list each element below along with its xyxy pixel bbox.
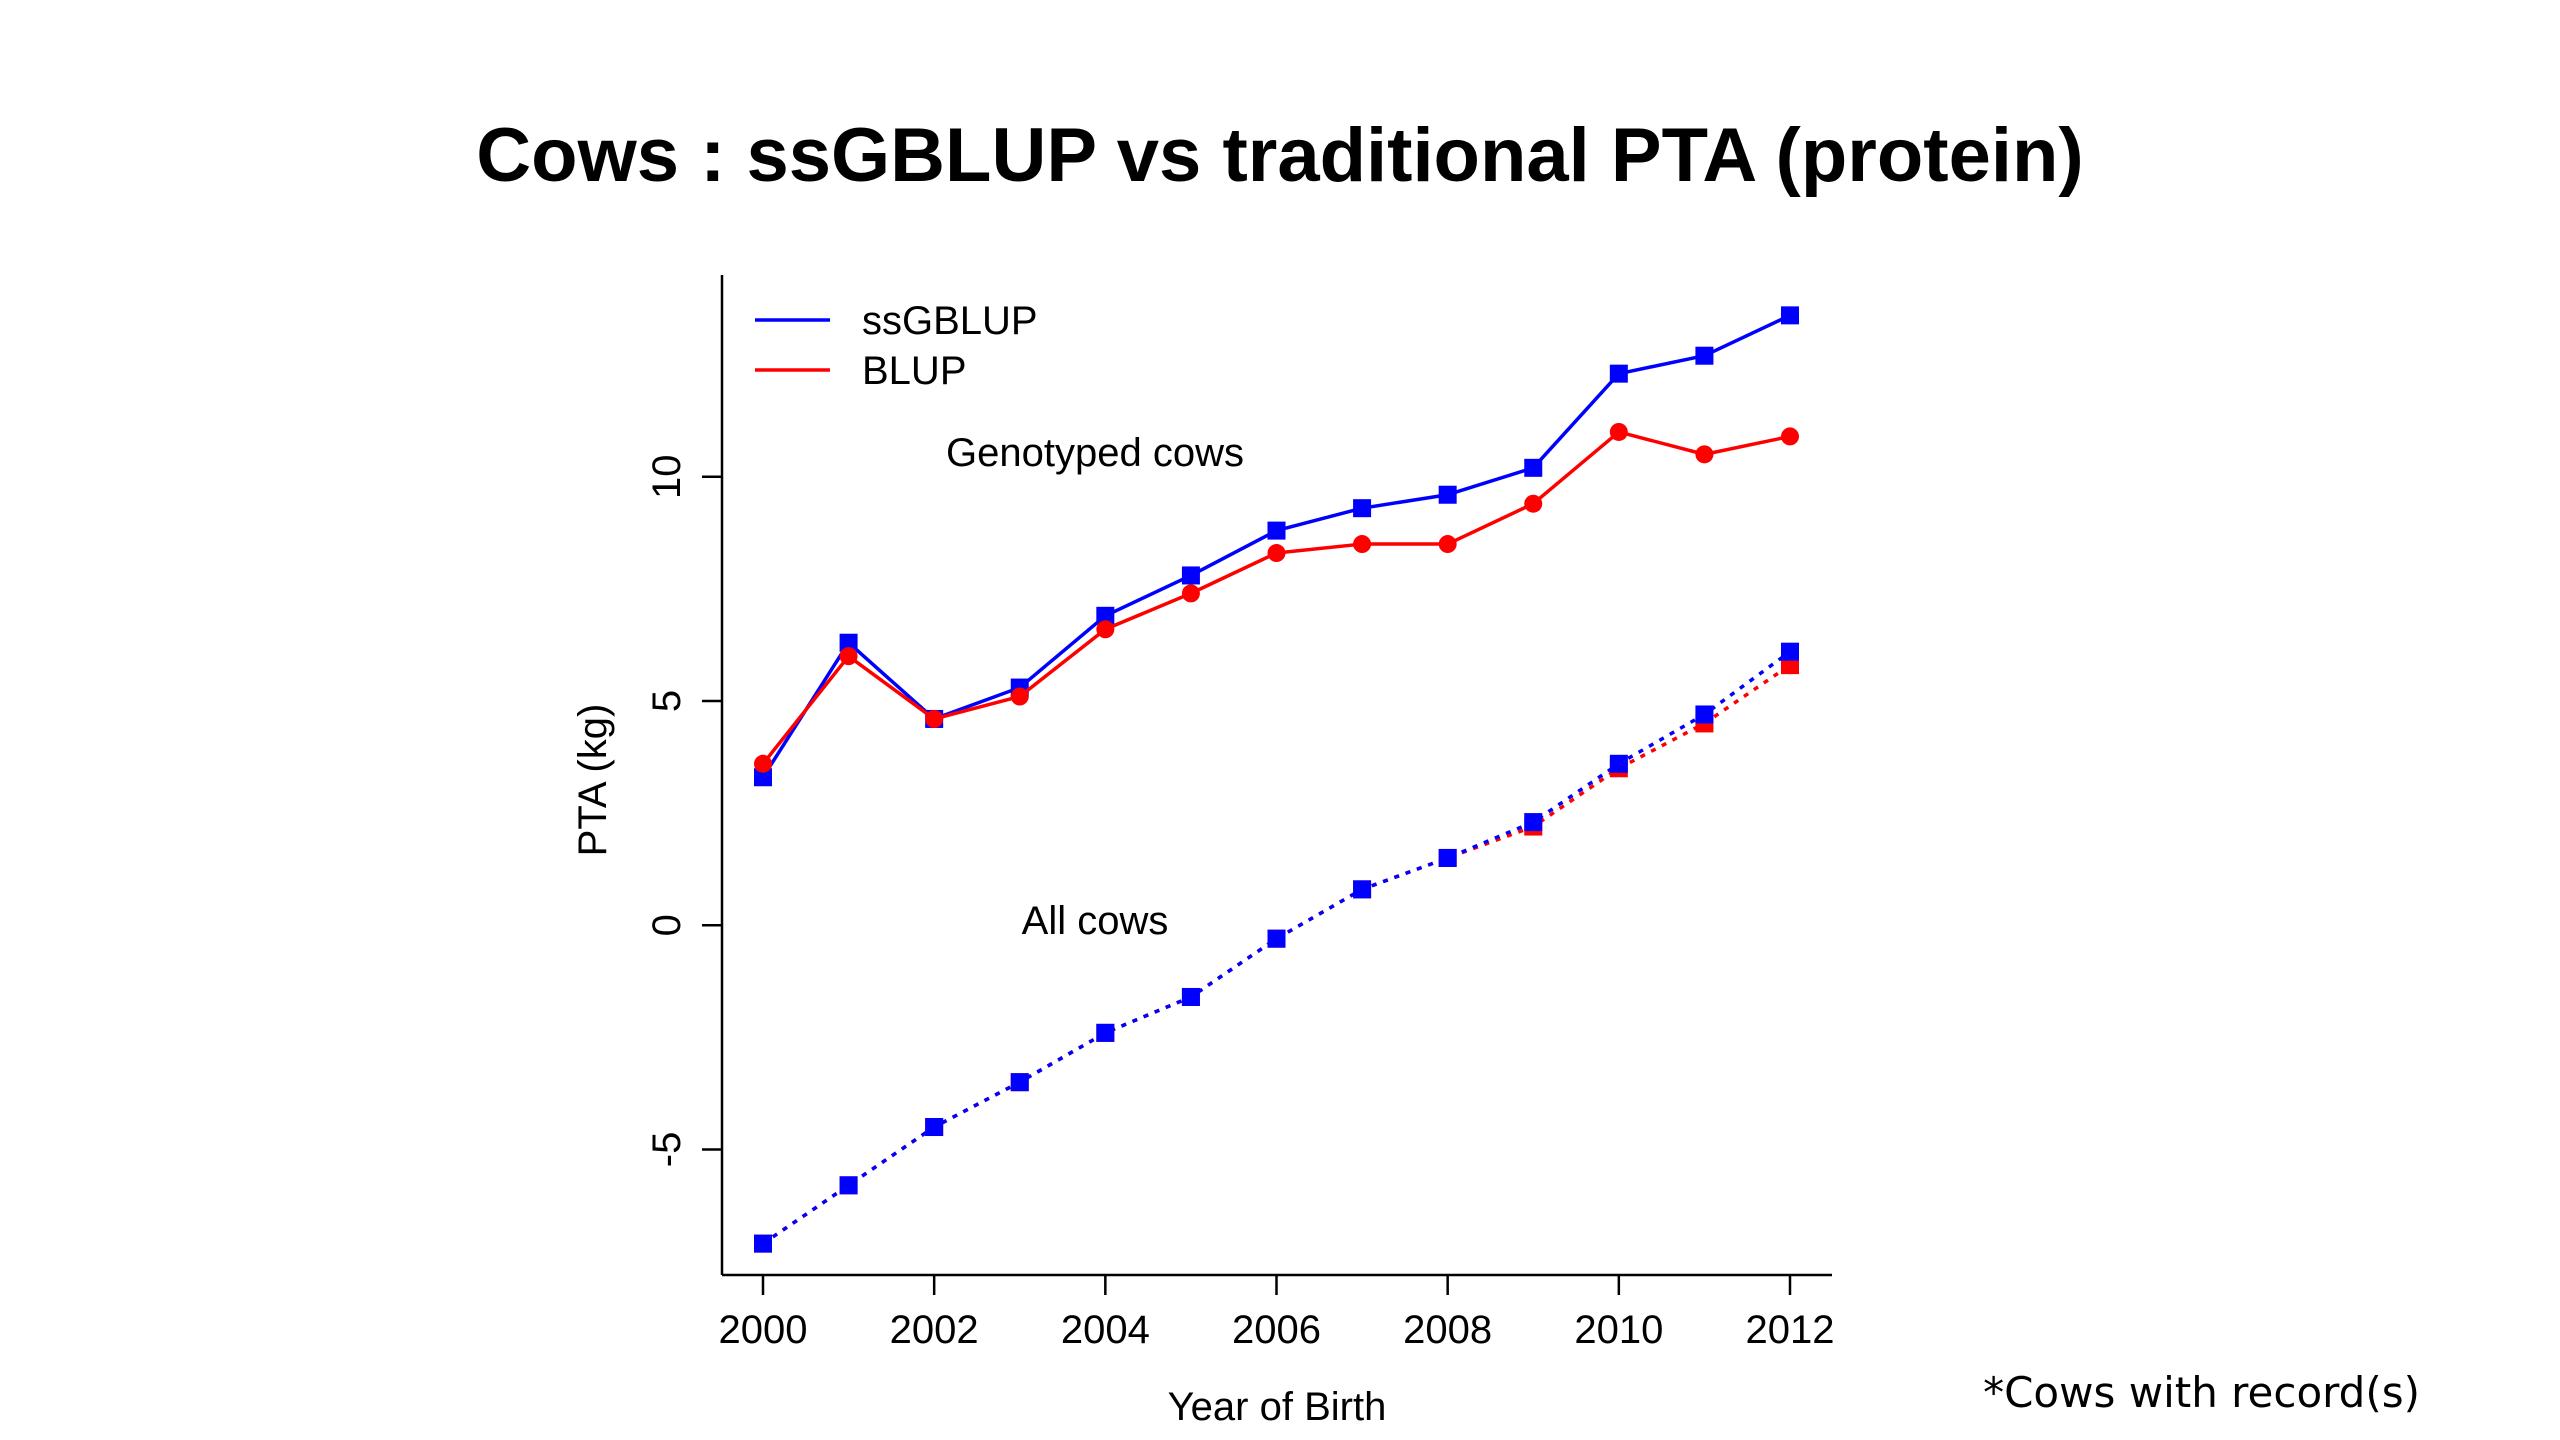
- footnote: *Cows with record(s): [1983, 1368, 2420, 1417]
- data-point: [839, 647, 858, 666]
- data-point: [1181, 584, 1200, 603]
- data-point: [839, 633, 858, 652]
- y-tick-label: -5: [645, 1132, 689, 1168]
- data-point: [1609, 422, 1628, 441]
- data-point: [1609, 754, 1628, 773]
- data-point: [1096, 606, 1115, 625]
- y-axis-title: PTA (kg): [571, 704, 615, 857]
- data-point: [1096, 620, 1115, 639]
- data-point: [1267, 521, 1286, 540]
- x-tick-label: 2012: [1746, 1308, 1835, 1352]
- data-point: [1438, 535, 1457, 554]
- data-point: [1353, 499, 1372, 518]
- data-point: [1010, 1073, 1029, 1092]
- data-point: [1609, 364, 1628, 383]
- x-tick-label: 2010: [1574, 1308, 1663, 1352]
- data-point: [1524, 813, 1543, 832]
- x-tick-label: 2004: [1061, 1308, 1150, 1352]
- data-point: [754, 754, 772, 773]
- slide-title: Cows : ssGBLUP vs traditional PTA (prote…: [476, 113, 2084, 198]
- data-point: [1010, 687, 1029, 706]
- data-point: [1181, 566, 1200, 585]
- legend: ssGBLUP BLUP: [755, 299, 1038, 393]
- data-point: [754, 1234, 772, 1253]
- legend-label: BLUP: [862, 349, 967, 393]
- x-tick-label: 2002: [890, 1308, 979, 1352]
- data-point: [1695, 705, 1714, 724]
- chart-annotation: All cows: [1022, 899, 1169, 943]
- x-tick-label: 2008: [1403, 1308, 1492, 1352]
- y-tick-label: 0: [645, 914, 689, 936]
- data-point: [754, 768, 772, 787]
- data-point: [925, 709, 944, 728]
- data-point: [1353, 535, 1372, 554]
- y-tick-label: 10: [645, 455, 689, 500]
- series-blup-genotyped-cows: [754, 422, 1799, 773]
- data-point: [1267, 544, 1286, 563]
- series-blup-all-cows: [754, 656, 1799, 1253]
- data-point: [1781, 427, 1799, 446]
- data-point: [1781, 642, 1799, 661]
- data-point: [1524, 458, 1543, 477]
- data-point: [925, 1118, 944, 1137]
- data-point: [1438, 848, 1457, 867]
- x-tick-label: 2006: [1232, 1308, 1321, 1352]
- data-point: [1096, 1023, 1115, 1042]
- chart-annotation: Genotyped cows: [946, 431, 1244, 475]
- series-line: [762, 663, 1791, 1246]
- series-ssgblup-all-cows: [754, 642, 1799, 1253]
- series-layer: [754, 306, 1799, 1253]
- data-point: [1524, 494, 1543, 513]
- data-point: [839, 1176, 858, 1195]
- data-point: [1267, 929, 1286, 948]
- data-point: [1781, 306, 1799, 325]
- x-tick-label: 2000: [719, 1308, 808, 1352]
- legend-label: ssGBLUP: [862, 299, 1038, 343]
- axes: 2000 2002 2004 2006 2008 2010 2012 -5 0 5 10 Year o…: [571, 275, 1834, 1429]
- x-axis-title: Year of Birth: [1168, 1385, 1387, 1429]
- data-point: [1695, 346, 1714, 365]
- annotations: Genotyped cows All cows: [946, 431, 1244, 943]
- series-line: [761, 430, 1791, 765]
- data-point: [1438, 485, 1457, 504]
- data-point: [1353, 880, 1372, 899]
- data-point: [1695, 445, 1714, 464]
- y-tick-label: 5: [645, 690, 689, 712]
- data-point: [1181, 987, 1200, 1006]
